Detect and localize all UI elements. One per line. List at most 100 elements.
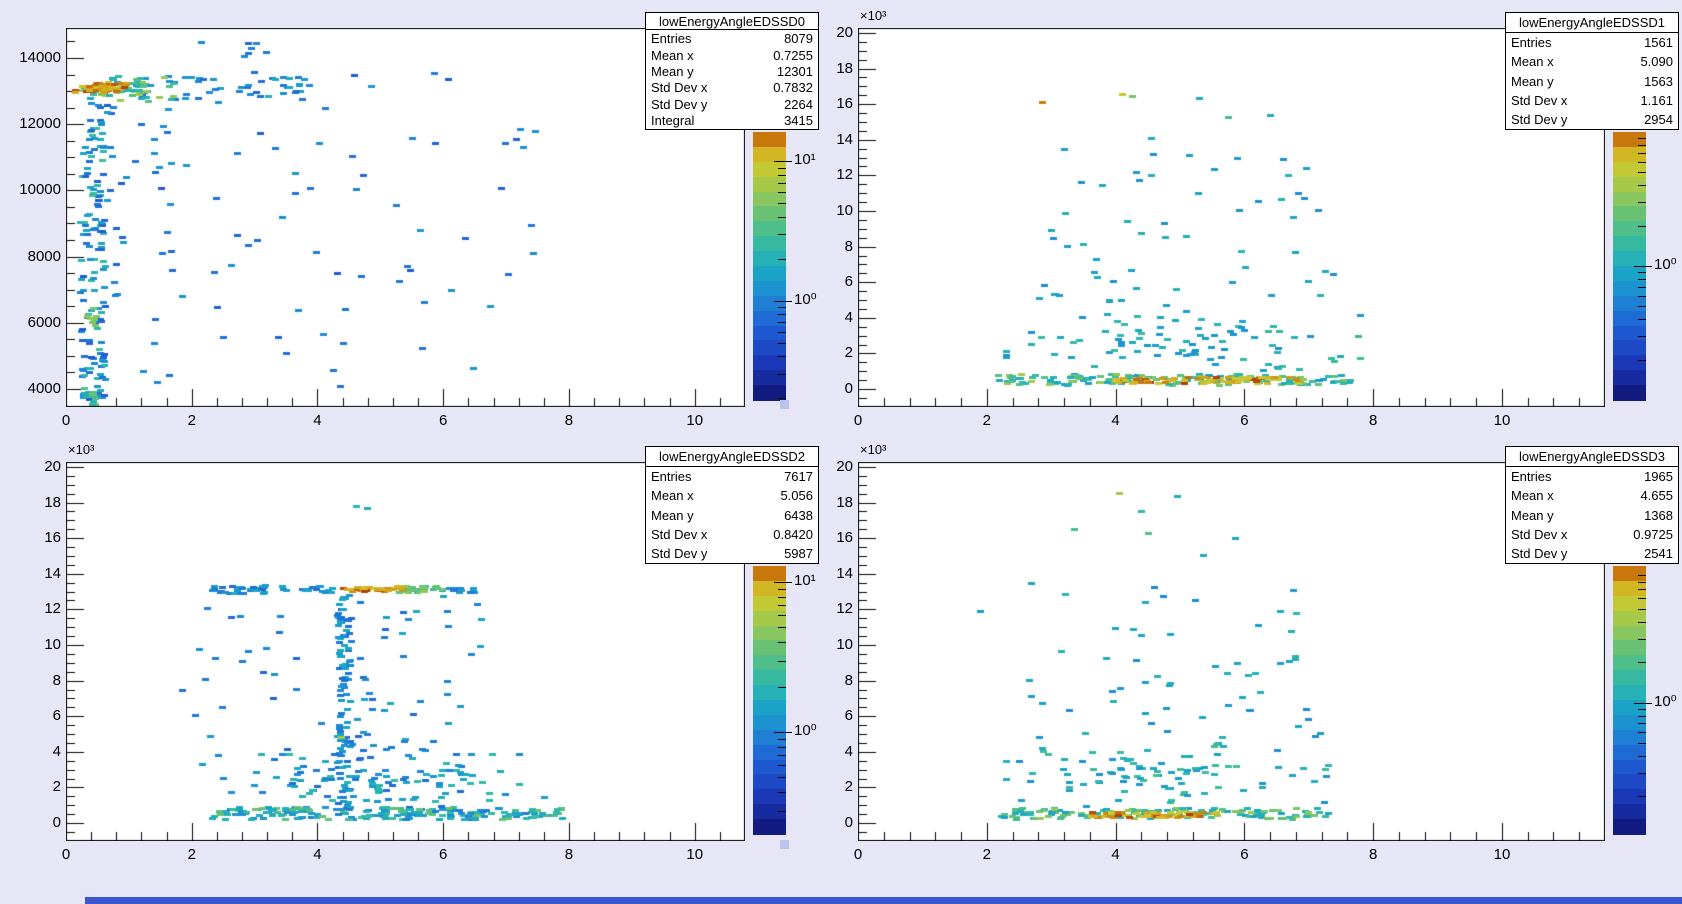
stats-row-label: Mean x (651, 488, 694, 504)
stats-row-label: Mean y (1511, 507, 1554, 523)
stats-row-label: Entries (651, 469, 692, 485)
palette-tick (778, 342, 786, 344)
palette-tick (1638, 286, 1646, 288)
palette-tick (1638, 225, 1646, 227)
palette-band (753, 729, 786, 746)
stats-row-value: 12301 (776, 63, 813, 79)
palette-band (753, 310, 786, 327)
y-tick-label: 8000 (27, 247, 61, 265)
stats-box[interactable]: lowEnergyAngleEDSSD2 Entries 7617 Mean x 5.0… (645, 446, 819, 564)
y-tick-label: 18 (836, 59, 853, 77)
palette-tick (778, 192, 786, 194)
y-tick-label: 18 (836, 493, 853, 511)
palette-tick (778, 314, 786, 316)
plot-frame[interactable] (858, 462, 1605, 841)
color-palette-bar[interactable] (1613, 566, 1646, 835)
palette-tick (1638, 295, 1646, 297)
stats-row-label: Mean y (1511, 73, 1554, 89)
y-tick-label: 6 (844, 273, 853, 291)
color-palette-bar[interactable] (753, 566, 786, 835)
stats-row-label: Integral (651, 113, 695, 129)
palette-band (1613, 236, 1646, 252)
palette-band (1613, 774, 1646, 791)
palette-tick (778, 660, 786, 662)
histogram-bins-canvas[interactable] (858, 462, 1605, 841)
palette-tick (1638, 756, 1646, 757)
palette-tick (778, 373, 786, 375)
x-tick-label: 2 (187, 412, 196, 429)
plot-frame[interactable] (858, 28, 1605, 407)
x-tick-label: 0 (61, 846, 71, 863)
stats-box[interactable]: lowEnergyAngleEDSSD1 Entries 1561 Mean x 5.0… (1505, 12, 1679, 130)
palette-tick (778, 641, 786, 643)
stats-row-label: Mean y (651, 507, 694, 523)
palette-tick (1638, 185, 1646, 187)
histogram-bins-canvas[interactable] (858, 28, 1605, 407)
x-tick-label: 2 (187, 846, 196, 863)
color-palette-bar[interactable] (753, 132, 786, 401)
stats-row-value: 5.090 (1640, 54, 1673, 70)
y-tick-label: 14 (44, 564, 61, 582)
palette-band (1613, 819, 1646, 835)
plot-frame[interactable] (66, 462, 745, 841)
palette-tick (778, 746, 786, 748)
stats-row: Std Dev x 0.9725 (1506, 525, 1678, 544)
x-tick-label: 4 (1111, 846, 1120, 863)
stats-row: Mean y 6438 (646, 506, 818, 525)
palette-band (1613, 295, 1646, 312)
y-tick-label: 0 (52, 814, 61, 832)
color-palette-bar[interactable] (1613, 132, 1646, 401)
palette-tick (778, 755, 786, 757)
palette-tick (778, 234, 786, 236)
palette-band (1613, 176, 1646, 193)
stats-row: Integral 3415 (646, 113, 818, 129)
pad-resize-handle[interactable] (780, 400, 789, 409)
palette-band (753, 670, 786, 686)
palette-tick (1638, 638, 1646, 640)
palette-band (1613, 640, 1646, 657)
palette-tick (778, 686, 786, 688)
x-tick-label: 0 (853, 412, 863, 429)
palette-tick (1638, 796, 1646, 798)
histogram-bins-canvas[interactable] (66, 462, 745, 841)
palette-tick (1638, 161, 1646, 163)
pad-resize-handle[interactable] (780, 840, 789, 849)
y-tick-label: 12 (44, 600, 61, 618)
y-tick-label: 4 (52, 742, 61, 760)
palette-band (753, 714, 786, 731)
y-tick-label: 6000 (27, 313, 61, 331)
palette-band (753, 280, 786, 297)
palette-band (753, 266, 786, 282)
stats-row-label: Mean x (1511, 488, 1554, 504)
histogram-bins-canvas[interactable] (66, 28, 745, 407)
palette-band (1613, 266, 1646, 282)
palette-band (753, 595, 786, 612)
palette-tick (1638, 743, 1646, 745)
stats-box[interactable]: lowEnergyAngleEDSSD3 Entries 1965 Mean x 4.6… (1505, 446, 1679, 564)
y-tick-label: 4000 (27, 379, 61, 397)
y-tick-label: 10 (836, 202, 853, 219)
palette-band (753, 295, 786, 312)
stats-row-label: Std Dev y (651, 545, 708, 561)
palette-band (753, 700, 786, 716)
stats-row-value: 2541 (1644, 545, 1673, 561)
y-tick-label: 12 (836, 166, 853, 184)
x-tick-label: 8 (1369, 412, 1378, 429)
stats-row: Std Dev y 2954 (1506, 110, 1678, 129)
palette-band (753, 221, 786, 238)
stats-box[interactable]: lowEnergyAngleEDSSD0 Entries 8079 Mean x 0.7… (645, 12, 819, 130)
stats-row: Std Dev y 2541 (1506, 544, 1678, 563)
palette-band (753, 580, 786, 597)
palette-tick (1638, 306, 1646, 308)
plot-frame[interactable] (66, 28, 745, 407)
x-tick-label: 4 (313, 412, 322, 429)
palette-tick-label: 10⁰ (1654, 692, 1677, 710)
stats-row-value: 5987 (784, 545, 813, 561)
palette-tick (1638, 336, 1646, 338)
stats-row-label: Std Dev y (1511, 545, 1568, 561)
palette-band (753, 355, 786, 372)
stats-row-label: Entries (651, 31, 692, 47)
palette-tick (1638, 662, 1646, 664)
palette-tick (1638, 202, 1646, 204)
